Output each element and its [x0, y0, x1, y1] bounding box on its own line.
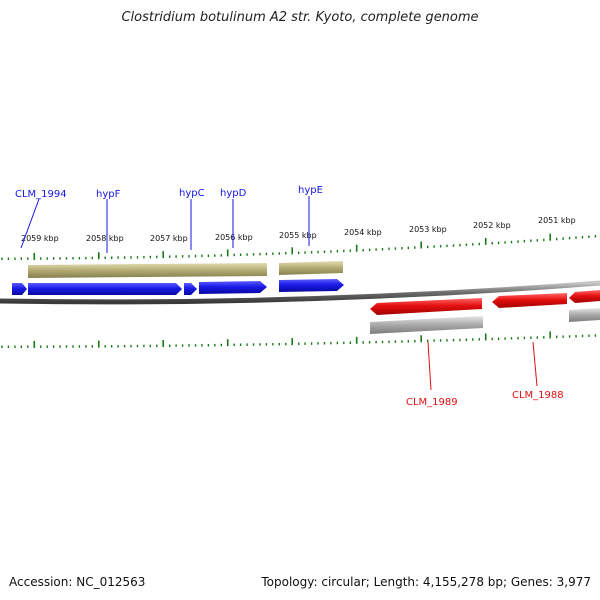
gene-arrow-hypf[interactable] [28, 283, 182, 295]
gene-labels-top: CLM_1994 hypF hypC hypD hypE [15, 185, 323, 200]
scale-label-2057: 2057 kbp [150, 234, 188, 243]
cds-minus-2[interactable] [569, 308, 600, 322]
leader-clm-1988 [532, 341, 538, 387]
accession-label: Accession: NC_012563 [9, 575, 146, 589]
gene-label-clm-1994[interactable]: CLM_1994 [15, 189, 67, 200]
gene-label-hypf[interactable]: hypF [96, 189, 121, 200]
cds-plus-1[interactable] [28, 263, 267, 278]
gene-arrow-offscreen[interactable] [569, 290, 600, 303]
genome-summary: Topology: circular; Length: 4,155,278 bp… [261, 575, 591, 589]
gene-label-hype[interactable]: hypE [298, 185, 323, 196]
genome-backbone [0, 280, 600, 305]
gene-label-hypc[interactable]: hypC [179, 188, 205, 199]
scale-label-2055: 2055 kbp [279, 231, 317, 240]
gene-label-clm-1988[interactable]: CLM_1988 [512, 390, 564, 401]
gene-arrow-hypd[interactable] [199, 281, 267, 294]
scale-ticks-inner [1, 331, 597, 348]
gene-arrow-hype[interactable] [279, 279, 344, 292]
map-title: Clostridium botulinum A2 str. Kyoto, com… [121, 10, 479, 25]
scale-label-2052: 2052 kbp [473, 221, 511, 230]
gene-arrow-clm-1994[interactable] [12, 283, 27, 295]
scale-ticks-outer [1, 233, 597, 260]
leader-clm-1994 [20, 198, 40, 249]
scale-label-2058: 2058 kbp [86, 234, 124, 243]
leaders-top [20, 196, 310, 253]
scale-label-2054: 2054 kbp [344, 228, 382, 237]
gene-labels-bottom: CLM_1989 CLM_1988 [406, 390, 564, 408]
gene-arrow-clm-1989[interactable] [370, 298, 482, 315]
scale-labels: 2059 kbp 2058 kbp 2057 kbp 2056 kbp 2055… [21, 216, 576, 243]
leader-clm-1989 [427, 341, 432, 391]
cds-minus-1[interactable] [370, 316, 483, 334]
scale-label-2056: 2056 kbp [215, 233, 253, 242]
gene-label-clm-1989[interactable]: CLM_1989 [406, 397, 458, 408]
gene-label-hypd[interactable]: hypD [220, 188, 247, 199]
cds-plus-2[interactable] [279, 261, 343, 275]
gene-arrow-clm-1988[interactable] [492, 293, 567, 308]
scale-label-2059: 2059 kbp [21, 234, 59, 243]
leaders-bottom [427, 341, 538, 391]
scale-label-2051: 2051 kbp [538, 216, 576, 225]
scale-label-2053: 2053 kbp [409, 225, 447, 234]
gene-arrow-hypc[interactable] [184, 283, 197, 295]
